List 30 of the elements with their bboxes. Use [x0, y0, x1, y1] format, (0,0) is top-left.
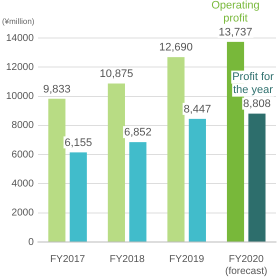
bar	[108, 84, 125, 242]
x-tick-label: FY2020 (forecast)	[225, 254, 268, 277]
x-tick-label: FY2019	[169, 254, 205, 265]
y-tick-label: 8000	[12, 120, 34, 132]
data-label: 12,690	[159, 42, 193, 54]
y-tick-label: 2000	[12, 208, 34, 219]
series-label: Profit for the year	[232, 71, 274, 96]
x-tick-label: FY2018	[110, 254, 146, 265]
y-tick-label: 6000	[12, 149, 34, 160]
y-tick-label: 4000	[12, 178, 34, 190]
y-tick-label: 10000	[6, 91, 34, 102]
data-label: 6,852	[124, 126, 152, 139]
bar	[70, 152, 87, 242]
bar	[48, 98, 66, 242]
data-label: 10,875	[100, 68, 134, 80]
bar	[188, 118, 206, 242]
y-tick-label: 14000	[6, 32, 34, 44]
data-label: 13,737	[218, 26, 252, 38]
bar	[248, 114, 266, 242]
data-label: 8,808	[243, 98, 271, 110]
y-axis-title: (¥million)	[2, 17, 35, 26]
bar	[167, 57, 185, 242]
text: Operating profit	[211, 0, 260, 24]
bar	[129, 142, 146, 242]
y-tick-label: 12000	[6, 62, 34, 73]
data-label: 8,447	[184, 103, 212, 116]
y-tick-label: 0	[28, 236, 34, 248]
x-tick-label: FY2017	[50, 254, 86, 265]
data-label: 6,155	[64, 136, 92, 149]
data-label: 9,833	[43, 83, 71, 96]
